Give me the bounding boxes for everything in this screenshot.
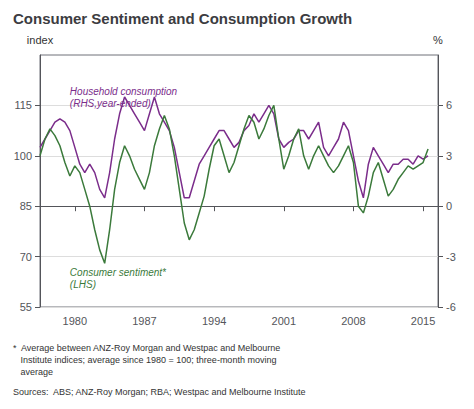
svg-text:2008: 2008 — [341, 315, 365, 327]
svg-text:1980: 1980 — [63, 315, 87, 327]
svg-text:* Average between ANZ-Roy Mor: * Average between ANZ-Roy Morgan and Wes… — [13, 343, 280, 353]
svg-text:0: 0 — [446, 200, 452, 212]
svg-text:(RHS,year-ended): (RHS,year-ended) — [70, 98, 151, 109]
svg-text:85: 85 — [20, 200, 32, 212]
svg-text:100: 100 — [14, 150, 32, 162]
svg-text:Consumer sentiment*: Consumer sentiment* — [70, 267, 167, 278]
svg-text:115: 115 — [14, 99, 32, 111]
svg-text:(LHS): (LHS) — [70, 279, 96, 290]
svg-text:Sources: ABS; ANZ-Roy Morgan;: Sources: ABS; ANZ-Roy Morgan; RBA; Westp… — [13, 387, 305, 397]
svg-text:1987: 1987 — [132, 315, 156, 327]
svg-text:3: 3 — [446, 150, 452, 162]
svg-text:index: index — [27, 34, 54, 46]
svg-text:55: 55 — [20, 301, 32, 313]
svg-text:average: average — [13, 367, 53, 377]
svg-text:-3: -3 — [446, 251, 456, 263]
svg-text:Institute indices; average sin: Institute indices; average since 1980 = … — [13, 355, 276, 365]
svg-text:2015: 2015 — [411, 315, 435, 327]
svg-text:Consumer Sentiment and Consump: Consumer Sentiment and Consumption Growt… — [13, 10, 352, 27]
svg-text:6: 6 — [446, 99, 452, 111]
svg-text:%: % — [433, 34, 443, 46]
svg-text:-6: -6 — [446, 301, 456, 313]
svg-text:70: 70 — [20, 251, 32, 263]
svg-text:Household consumption: Household consumption — [70, 86, 178, 97]
svg-text:2001: 2001 — [272, 315, 296, 327]
svg-text:1994: 1994 — [202, 315, 226, 327]
